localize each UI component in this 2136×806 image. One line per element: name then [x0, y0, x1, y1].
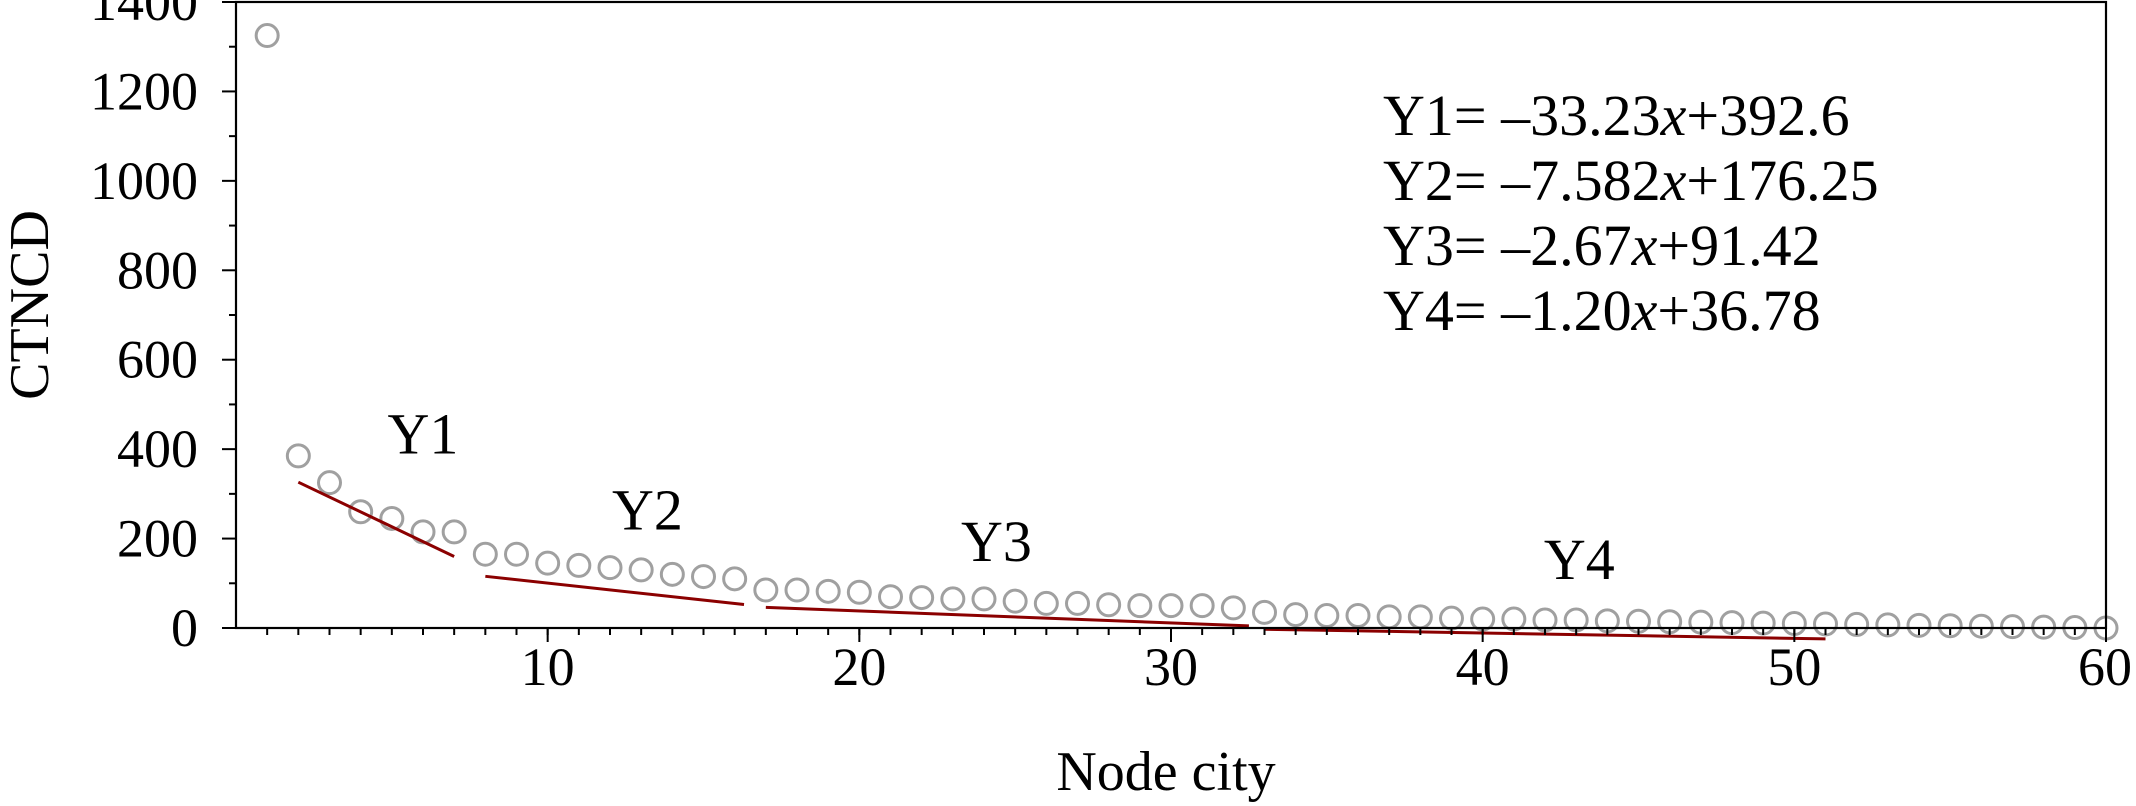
- data-point: [597, 555, 623, 581]
- data-point: [1220, 595, 1246, 621]
- data-point: [1875, 612, 1901, 638]
- data-point: [1065, 590, 1090, 616]
- data-point: [1470, 606, 1496, 632]
- x-tick-label: 40: [1456, 637, 1510, 697]
- segment-labels: Y1 Y2 Y3 Y4: [388, 402, 1615, 592]
- segment-label: Y4: [1544, 527, 1615, 592]
- data-point: [1968, 613, 1994, 639]
- segment-label: Y2: [612, 478, 683, 543]
- equation-line: Y2= –7.582x+176.25: [1383, 148, 1879, 213]
- data-point: [846, 579, 872, 605]
- data-point: [940, 586, 966, 612]
- data-point: [2000, 614, 2025, 640]
- data-point: [1252, 599, 1277, 625]
- fit-line-y2: [485, 574, 745, 606]
- data-point: [1283, 602, 1309, 628]
- data-point: [504, 541, 529, 567]
- x-tick-label: 20: [832, 637, 886, 697]
- data-point: [659, 561, 685, 587]
- equation-line: Y3= –2.67x+91.42: [1383, 213, 1821, 278]
- data-point: [535, 550, 561, 576]
- x-tick-label: 30: [1144, 637, 1198, 697]
- x-axis-label: Node city: [1056, 741, 1275, 803]
- data-point: [971, 586, 997, 612]
- y-tick-label: 200: [117, 509, 198, 569]
- data-point: [1189, 593, 1215, 619]
- data-point: [815, 578, 841, 604]
- data-points: [254, 23, 2119, 641]
- equation-line: Y4= –1.20x+36.78: [1383, 278, 1821, 343]
- segment-label: Y3: [961, 509, 1032, 574]
- data-point: [1033, 590, 1059, 616]
- data-point: [753, 577, 779, 603]
- data-point: [1127, 593, 1153, 619]
- y-axis-label: CTNCD: [0, 210, 61, 400]
- data-point: [1314, 602, 1340, 628]
- y-tick-label: 1400: [90, 0, 198, 32]
- x-tick-label: 60: [2078, 637, 2132, 697]
- data-point: [878, 584, 903, 610]
- data-point: [784, 577, 810, 603]
- data-point: [1407, 604, 1433, 630]
- data-point: [285, 443, 311, 469]
- data-point: [1158, 593, 1184, 619]
- y-tick-label: 400: [117, 419, 198, 479]
- data-point: [1376, 604, 1402, 630]
- data-point: [379, 505, 405, 531]
- x-tick-label: 10: [521, 637, 575, 697]
- equation-line: Y1= –33.23x+392.6: [1383, 83, 1850, 148]
- y-tick-label: 0: [171, 598, 198, 658]
- data-point: [1937, 613, 1963, 639]
- fit-line-y3: [765, 605, 1249, 628]
- segment-label: Y1: [388, 402, 459, 467]
- data-point: [254, 23, 280, 49]
- data-point: [1002, 588, 1028, 614]
- data-point: [472, 541, 498, 567]
- data-point: [566, 552, 592, 578]
- x-tick-label: 50: [1767, 637, 1821, 697]
- data-point: [1439, 605, 1464, 631]
- y-tick-label: 600: [117, 330, 198, 390]
- data-point: [909, 585, 935, 611]
- data-point: [1096, 592, 1122, 618]
- data-point: [441, 519, 467, 545]
- fit-line-y1: [297, 480, 455, 558]
- data-point: [722, 566, 748, 592]
- data-point: [1844, 611, 1870, 637]
- y-axis-ticks: 0 200 400 600 800 1000 1200 1400: [90, 0, 236, 658]
- y-tick-label: 1200: [90, 61, 198, 121]
- data-point: [348, 499, 374, 525]
- data-point: [1906, 612, 1932, 638]
- data-point: [1345, 602, 1371, 628]
- y-tick-label: 1000: [90, 151, 198, 211]
- data-point: [317, 470, 342, 496]
- data-point: [691, 564, 716, 590]
- data-point: [1501, 606, 1527, 632]
- data-point: [628, 557, 654, 583]
- x-axis-ticks: 10 20 30 40 50 60: [266, 628, 2132, 697]
- y-tick-label: 800: [117, 240, 198, 300]
